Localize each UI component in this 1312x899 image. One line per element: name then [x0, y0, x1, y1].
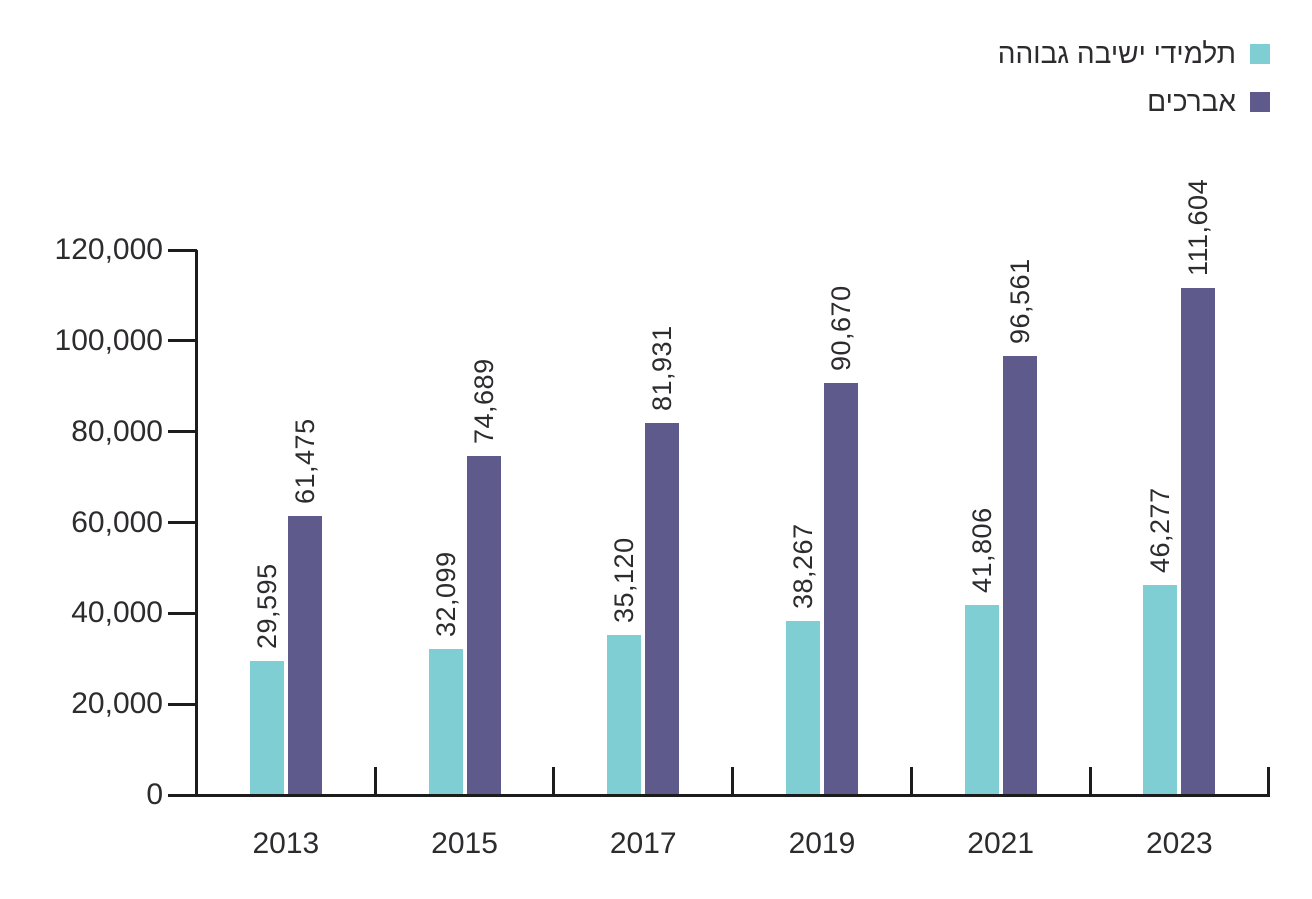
y-axis-label-120000: 120,000 — [54, 233, 163, 266]
legend-label-avrechim: אברכים — [1147, 86, 1236, 117]
bar-students-2015 — [428, 649, 463, 795]
legend-swatch-avrechim-icon — [1250, 92, 1270, 112]
legend: תלמידי ישיבה גבוהה אברכים — [998, 40, 1270, 116]
x-axis-separator-tick — [731, 767, 735, 796]
bar-students-2017 — [607, 635, 642, 795]
value-label-avrechim-2023: 111,604 — [1183, 179, 1214, 277]
y-axis-tick — [168, 702, 197, 706]
y-axis-label-40000: 40,000 — [71, 596, 163, 630]
bar-avrechim-2013 — [287, 515, 322, 795]
x-axis-label-2023: 2023 — [1145, 827, 1213, 860]
value-label-avrechim-2015: 74,689 — [468, 358, 499, 444]
bar-avrechim-2021 — [1002, 356, 1037, 795]
value-label-avrechim-2017: 81,931 — [647, 325, 678, 411]
value-label-students-2013: 29,595 — [251, 562, 282, 649]
x-axis-line — [168, 793, 1271, 797]
bar-avrechim-2023 — [1181, 288, 1216, 795]
y-axis-line — [195, 250, 198, 797]
legend-item-avrechim: אברכים — [998, 88, 1270, 116]
y-axis-label-60000: 60,000 — [71, 505, 163, 539]
value-label-avrechim-2021: 96,561 — [1004, 258, 1035, 345]
bar-students-2013 — [249, 660, 284, 795]
bar-students-2023 — [1143, 584, 1178, 795]
y-axis-tick — [168, 611, 197, 615]
legend-item-students: תלמידי ישיבה גבוהה — [998, 40, 1270, 68]
value-label-avrechim-2013: 61,475 — [289, 418, 320, 504]
y-axis-label-100000: 100,000 — [54, 323, 163, 357]
x-axis-label-2021: 2021 — [967, 827, 1035, 860]
x-axis-separator-tick — [909, 767, 913, 796]
value-label-students-2015: 32,099 — [430, 551, 461, 638]
x-axis-separator-tick — [373, 767, 377, 796]
bar-students-2021 — [964, 605, 999, 795]
value-label-students-2017: 35,120 — [609, 537, 640, 624]
bar-avrechim-2019 — [823, 383, 858, 795]
y-axis-label-20000: 20,000 — [71, 687, 163, 721]
value-label-avrechim-2019: 90,670 — [825, 285, 856, 372]
x-axis-separator-tick — [1088, 767, 1092, 796]
x-axis-separator-tick — [552, 767, 556, 796]
bar-avrechim-2017 — [645, 422, 680, 795]
x-axis-label-2013: 2013 — [252, 827, 320, 860]
x-axis-label-2015: 2015 — [431, 827, 498, 860]
bar-students-2019 — [785, 621, 820, 795]
x-axis-label-2019: 2019 — [788, 827, 856, 860]
value-label-students-2019: 38,267 — [787, 523, 818, 610]
y-axis-tick — [168, 339, 197, 343]
legend-swatch-students-icon — [1250, 44, 1270, 64]
x-axis-separator-tick — [1267, 767, 1271, 796]
x-axis-label-2017: 2017 — [609, 827, 677, 860]
y-axis-tick — [168, 248, 197, 252]
value-label-students-2023: 46,277 — [1145, 487, 1176, 573]
value-label-students-2021: 41,806 — [966, 507, 997, 594]
y-axis-tick — [168, 430, 197, 434]
legend-label-students: תלמידי ישיבה גבוהה — [997, 38, 1236, 69]
y-axis-tick — [168, 521, 197, 524]
bar-avrechim-2015 — [466, 455, 501, 795]
y-axis-label-80000: 80,000 — [71, 414, 163, 448]
y-axis-label-0: 0 — [146, 778, 163, 811]
